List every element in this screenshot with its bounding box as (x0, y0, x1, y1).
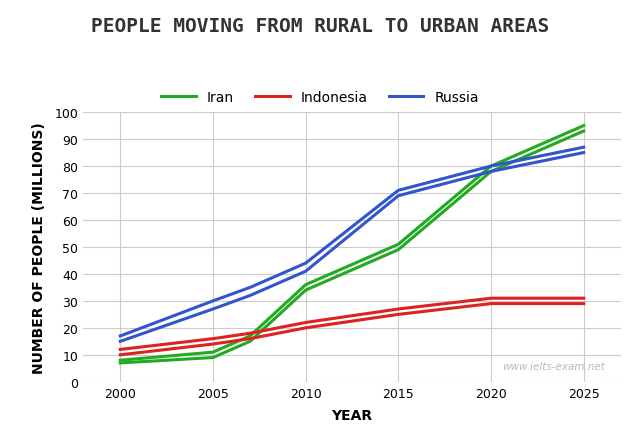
Iran (580, 124, 588, 129)
Russia (487, 164, 495, 169)
Russia (246, 285, 254, 290)
Iran (209, 350, 217, 355)
Russia (302, 261, 310, 266)
Russia (209, 299, 217, 304)
Russia (394, 188, 402, 194)
Iran (246, 334, 254, 339)
Iran (394, 242, 402, 247)
Text: PEOPLE MOVING FROM RURAL TO URBAN AREAS: PEOPLE MOVING FROM RURAL TO URBAN AREAS (91, 17, 549, 36)
Iran (487, 164, 495, 169)
Indonesia (487, 296, 495, 301)
Indonesia (302, 320, 310, 326)
Iran (116, 358, 124, 363)
Line: Russia: Russia (120, 148, 584, 336)
Indonesia (209, 336, 217, 342)
Russia (116, 334, 124, 339)
Legend: Iran, Indonesia, Russia: Iran, Indonesia, Russia (156, 85, 484, 110)
Y-axis label: NUMBER OF PEOPLE (MILLIONS): NUMBER OF PEOPLE (MILLIONS) (32, 122, 46, 373)
Line: Iran: Iran (120, 126, 584, 360)
Line: Indonesia: Indonesia (120, 299, 584, 350)
X-axis label: YEAR: YEAR (332, 408, 372, 422)
Text: www.ielts-exam.net: www.ielts-exam.net (502, 361, 605, 371)
Indonesia (580, 296, 588, 301)
Iran (302, 283, 310, 288)
Indonesia (116, 347, 124, 352)
Russia (580, 145, 588, 151)
Indonesia (394, 307, 402, 312)
Indonesia (246, 331, 254, 336)
